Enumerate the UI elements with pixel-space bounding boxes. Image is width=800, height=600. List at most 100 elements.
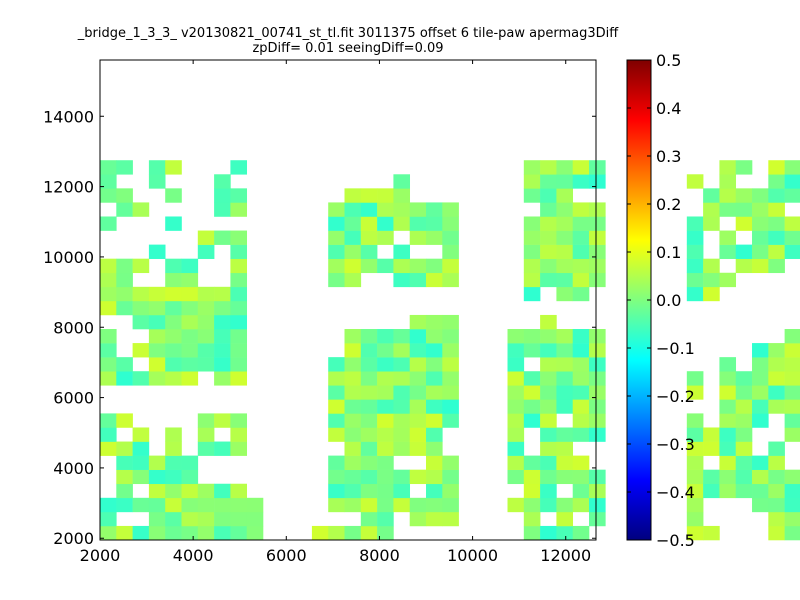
heatmap-cell — [686, 258, 704, 274]
colorbar-tick-label: 0.2 — [656, 195, 681, 214]
heatmap-cell — [230, 497, 248, 513]
y-tick-label: 12000 — [43, 178, 94, 197]
heatmap-cell — [409, 385, 427, 400]
heatmap-cell — [377, 202, 394, 217]
heatmap-cell — [523, 160, 541, 175]
heatmap-cell — [393, 399, 411, 414]
heatmap-cell — [784, 497, 800, 513]
heatmap-cell — [556, 244, 574, 259]
heatmap-cell — [703, 202, 720, 217]
heatmap-cell — [556, 357, 574, 372]
heatmap-cell — [230, 230, 248, 245]
heatmap-cell — [132, 258, 150, 274]
heatmap-cell — [230, 188, 248, 203]
heatmap-cell — [100, 160, 117, 175]
heatmap-cell — [540, 314, 557, 330]
heatmap-cell — [100, 174, 117, 189]
heatmap-cell — [556, 385, 574, 400]
heatmap-cell — [540, 244, 557, 259]
heatmap-cell — [572, 455, 590, 470]
heatmap-cell — [132, 497, 150, 513]
heatmap-cell — [165, 188, 182, 203]
heatmap-cell — [507, 441, 525, 456]
heatmap-cell — [540, 371, 557, 386]
heatmap-cell — [360, 441, 378, 456]
heatmap-cell — [100, 329, 117, 344]
heatmap-cell — [230, 371, 248, 386]
heatmap-cell — [589, 469, 606, 485]
heatmap-cell — [540, 174, 557, 189]
heatmap-cell — [784, 469, 800, 485]
heatmap-cell — [360, 329, 378, 344]
heatmap-cell — [132, 314, 150, 330]
heatmap-cell — [377, 497, 394, 513]
heatmap-cell — [426, 216, 443, 231]
heatmap-cell — [181, 286, 199, 302]
heatmap-cell — [719, 230, 737, 245]
heatmap-cell — [735, 371, 753, 386]
heatmap-cell — [148, 160, 166, 175]
heatmap-cell — [540, 160, 557, 175]
heatmap-cell — [328, 413, 345, 428]
colorbar-tick-label: 0.0 — [656, 291, 681, 310]
heatmap-cell — [148, 497, 166, 513]
heatmap-cell — [752, 216, 769, 231]
heatmap-cell — [197, 483, 215, 499]
heatmap-cell — [360, 230, 378, 245]
heatmap-cell — [181, 497, 199, 513]
heatmap-cell — [442, 399, 459, 414]
heatmap-cell — [377, 483, 394, 499]
heatmap-cell — [752, 455, 769, 470]
heatmap-cell — [132, 455, 150, 470]
heatmap-cell — [344, 371, 362, 386]
heatmap-cell — [426, 441, 443, 456]
heatmap-cell — [181, 300, 199, 316]
heatmap-cell — [768, 188, 785, 203]
heatmap-cell — [377, 357, 394, 372]
heatmap-cell — [784, 483, 800, 499]
heatmap-cell — [768, 525, 785, 541]
heatmap-cell — [230, 511, 248, 527]
heatmap-cell — [181, 272, 199, 288]
heatmap-cell — [377, 413, 394, 428]
heatmap-cell — [686, 216, 704, 231]
heatmap-cell — [197, 244, 215, 259]
heatmap-cell — [589, 497, 606, 513]
heatmap-cell — [360, 483, 378, 499]
heatmap-cell — [148, 357, 166, 372]
heatmap-cell — [426, 385, 443, 400]
heatmap-cell — [148, 343, 166, 358]
heatmap-cell — [165, 272, 182, 288]
heatmap-cell — [360, 202, 378, 217]
heatmap-cell — [768, 216, 785, 231]
heatmap-cell — [523, 244, 541, 259]
heatmap-cell — [768, 174, 785, 189]
heatmap-cell — [768, 385, 785, 400]
heatmap-cell — [768, 371, 785, 386]
heatmap-cell — [686, 525, 704, 541]
heatmap-cell — [572, 399, 590, 414]
heatmap-cell — [784, 216, 800, 231]
heatmap-cell — [572, 357, 590, 372]
heatmap-cell — [132, 469, 150, 485]
heatmap-cell — [181, 511, 199, 527]
heatmap-cell — [409, 469, 427, 485]
heatmap-cell — [719, 455, 737, 470]
heatmap-cell — [589, 343, 606, 358]
heatmap-cell — [589, 258, 606, 274]
heatmap-cell — [540, 343, 557, 358]
heatmap-cell — [344, 230, 362, 245]
y-tick-label: 6000 — [53, 389, 94, 408]
heatmap-cell — [377, 329, 394, 344]
heatmap-cell — [197, 357, 215, 372]
heatmap-cell — [523, 455, 541, 470]
x-axis: 2000 4000 6000 8000 10000 12000 — [80, 60, 591, 565]
x-tick-label: 2000 — [80, 546, 121, 565]
heatmap-cell — [540, 497, 557, 513]
heatmap-cell — [589, 216, 606, 231]
heatmap-cell — [686, 427, 704, 442]
heatmap-cell — [165, 343, 182, 358]
heatmap-cell — [556, 216, 574, 231]
heatmap-cell — [442, 202, 459, 217]
heatmap-cell — [197, 343, 215, 358]
